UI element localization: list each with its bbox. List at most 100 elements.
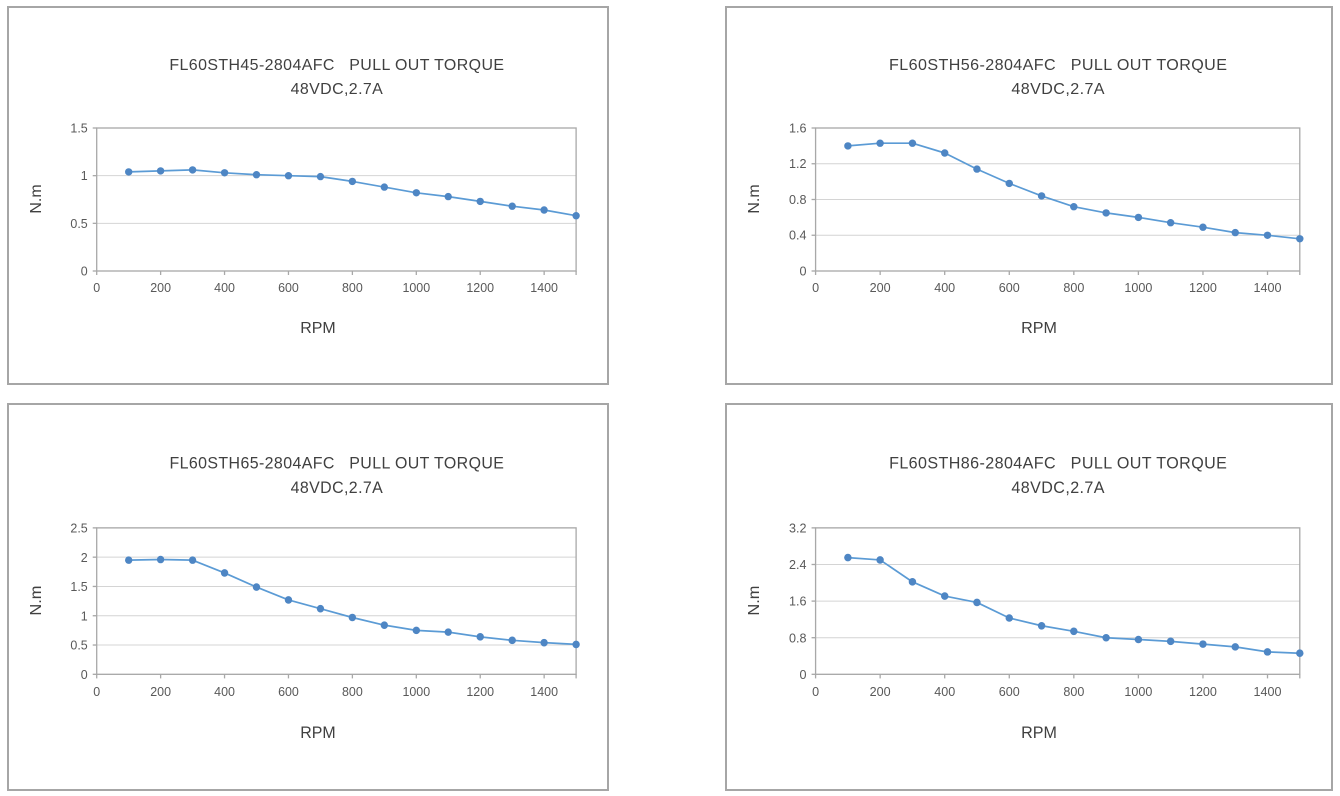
data-point-marker	[284, 172, 293, 180]
chart-title-line2: 48VDC,2.7A	[1011, 479, 1105, 497]
data-point-marker	[348, 177, 357, 186]
x-tick-label: 1000	[402, 685, 430, 699]
data-point-marker	[1199, 223, 1207, 231]
chart-title-line1: FL60STH56-2804AFC PULL OUT TORQUE	[889, 56, 1227, 74]
x-tick-label: 800	[342, 685, 363, 699]
x-axis-label: RPM	[300, 320, 335, 337]
y-axis-label: N.m	[745, 586, 763, 616]
x-tick-label: 1400	[1254, 685, 1282, 699]
data-point-marker	[476, 197, 484, 206]
data-point-marker	[1037, 192, 1046, 200]
chart-panel-fl60sth45: FL60STH45-2804AFC PULL OUT TORQUE 48VDC,…	[7, 6, 609, 385]
plot-area: 0 0.5 1 1.5 0 200 400 600 800 1000 1200 1400	[70, 121, 580, 295]
chart-title-line2: 48VDC,2.7A	[1011, 80, 1105, 98]
torque-series-line	[128, 169, 577, 217]
data-point-marker	[156, 167, 165, 175]
y-tick-label: 0	[800, 265, 807, 279]
data-point-marker	[1134, 213, 1143, 222]
x-tick-label: 1200	[466, 685, 494, 699]
y-tick-label: 1.6	[789, 595, 806, 609]
chart-title-line2: 48VDC,2.7A	[291, 479, 384, 497]
x-tick-label: 800	[1063, 281, 1084, 295]
torque-series-line	[128, 558, 577, 646]
torque-chart-fl60sth45: FL60STH45-2804AFC PULL OUT TORQUE 48VDC,…	[28, 57, 580, 337]
data-point-marker	[1263, 648, 1272, 656]
data-point-marker	[252, 583, 261, 591]
y-tick-label: 3.2	[789, 521, 806, 535]
chart-panel-fl60sth86: FL60STH86-2804AFC PULL OUT TORQUE 48VDC,…	[725, 403, 1333, 791]
data-point-marker	[1296, 649, 1304, 658]
data-point-marker	[1263, 231, 1272, 239]
x-tick-label: 200	[150, 281, 171, 295]
y-tick-label: 1	[81, 609, 88, 623]
chart-title-line2: 48VDC,2.7A	[291, 81, 384, 98]
data-point-marker	[876, 556, 884, 564]
y-tick-label: 2.4	[789, 558, 806, 572]
data-point-marker	[156, 555, 165, 564]
y-axis-label: N.m	[745, 184, 763, 213]
data-point-marker	[844, 553, 852, 562]
x-tick-label: 1000	[402, 281, 430, 295]
data-point-marker	[1134, 635, 1143, 644]
x-axis-label: RPM	[1021, 319, 1057, 337]
data-point-marker	[316, 604, 325, 613]
data-point-marker	[188, 166, 197, 174]
y-tick-label: 1	[81, 169, 88, 183]
y-tick-label: 0	[800, 668, 807, 682]
x-tick-label: 400	[214, 685, 235, 699]
data-point-marker	[973, 598, 981, 607]
x-tick-label: 1200	[1189, 685, 1217, 699]
x-tick-label: 0	[812, 685, 819, 699]
data-point-marker	[476, 633, 484, 641]
x-tick-label: 1400	[530, 281, 558, 295]
x-tick-label: 800	[1063, 685, 1084, 699]
x-tick-label: 600	[999, 685, 1020, 699]
chart-title-line1: FL60STH65-2804AFC PULL OUT TORQUE	[169, 454, 504, 472]
torque-chart-fl60sth56: FL60STH56-2804AFC PULL OUT TORQUE 48VDC,…	[745, 56, 1304, 337]
x-tick-label: 0	[93, 281, 100, 295]
data-point-marker	[316, 172, 325, 181]
data-point-marker	[348, 613, 357, 622]
x-tick-label: 1000	[1124, 685, 1152, 699]
data-point-marker	[188, 556, 197, 564]
data-point-marker	[125, 168, 133, 176]
x-tick-label: 600	[278, 281, 299, 295]
data-point-marker	[876, 139, 884, 147]
y-tick-label: 0	[81, 264, 88, 278]
data-point-marker	[572, 640, 580, 649]
y-tick-label: 2.5	[70, 521, 87, 535]
data-point-marker	[941, 592, 949, 600]
chart-panel-fl60sth65: FL60STH65-2804AFC PULL OUT TORQUE 48VDC,…	[7, 403, 609, 791]
x-tick-label: 600	[278, 685, 299, 699]
x-tick-label: 200	[150, 685, 171, 699]
data-point-marker	[252, 171, 261, 179]
data-point-marker	[1199, 640, 1207, 648]
y-tick-label: 0	[81, 668, 88, 682]
data-point-marker	[941, 149, 949, 157]
data-point-marker	[412, 626, 421, 635]
data-point-marker	[1166, 637, 1175, 646]
data-point-marker	[908, 139, 917, 147]
data-point-marker	[1231, 228, 1239, 237]
x-tick-label: 1400	[1254, 281, 1282, 295]
plot-area: 0 0.5 1 1.5 2 2.5 0 200 400 600 800 1000 1200 1400	[70, 521, 580, 699]
y-axis-label: N.m	[28, 184, 45, 213]
x-tick-label: 400	[934, 281, 955, 295]
data-point-marker	[1070, 627, 1078, 636]
torque-series-line	[847, 556, 1300, 655]
data-point-marker	[284, 596, 293, 604]
data-point-marker	[380, 621, 389, 629]
torque-series-line	[847, 142, 1300, 240]
x-tick-label: 400	[934, 685, 955, 699]
data-point-marker	[380, 183, 389, 191]
plot-border	[96, 127, 577, 272]
plot-border	[96, 527, 577, 675]
x-tick-label: 0	[812, 281, 819, 295]
x-tick-label: 1200	[1189, 281, 1217, 295]
y-tick-label: 0.5	[70, 217, 87, 231]
data-point-marker	[412, 189, 421, 197]
data-point-marker	[1005, 614, 1013, 622]
x-axis-label: RPM	[300, 724, 335, 742]
data-point-marker	[508, 202, 516, 210]
